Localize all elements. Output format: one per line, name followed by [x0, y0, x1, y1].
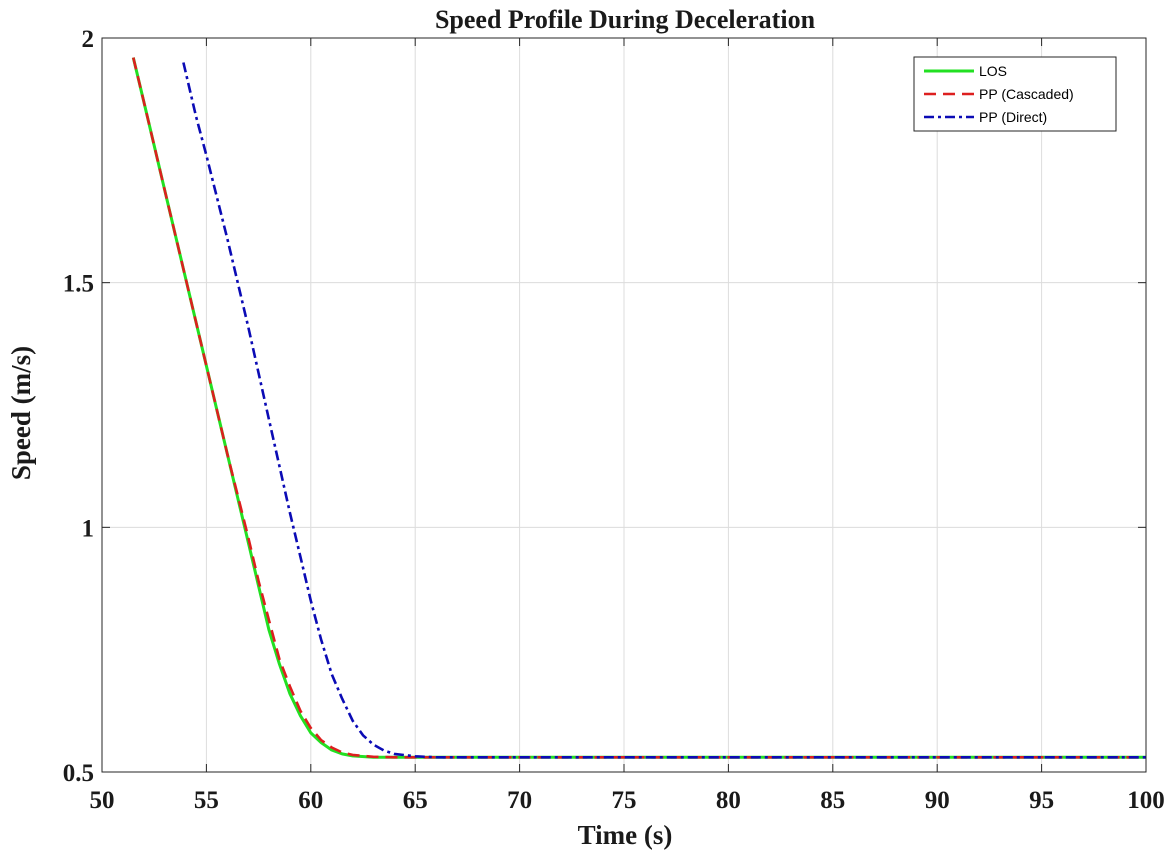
y-tick-label: 2: [82, 26, 95, 53]
series-lines: [131, 57, 1146, 759]
x-axis-label: Time (s): [578, 820, 673, 850]
legend-label: LOS: [979, 63, 1007, 79]
y-tick-label: 1.5: [63, 271, 94, 298]
x-tick-label: 50: [90, 787, 115, 814]
legend-label: PP (Cascaded): [979, 86, 1074, 102]
x-tick-label: 75: [612, 787, 637, 814]
x-tick-label: 90: [925, 787, 950, 814]
legend-label: PP (Direct): [979, 109, 1047, 125]
x-tick-label: 55: [194, 787, 219, 814]
y-tick-label: 0.5: [63, 760, 94, 787]
y-tick-label: 1: [82, 515, 95, 542]
series-line-pp-direct: [182, 62, 1146, 759]
x-tick-label: 65: [403, 787, 428, 814]
x-tick-label: 70: [507, 787, 532, 814]
axis-ticks: 50 55 60 65 70 75 80 85 90 95 100 0.5 1 1.5 2: [63, 26, 1165, 814]
x-tick-label: 85: [820, 787, 845, 814]
series-line-los: [131, 57, 1146, 759]
chart-title: Speed Profile During Deceleration: [435, 5, 816, 34]
legend: LOS PP (Cascaded) PP (Direct): [913, 56, 1117, 132]
x-tick-label: 60: [298, 787, 323, 814]
y-axis-label: Speed (m/s): [6, 346, 36, 480]
x-tick-label: 95: [1029, 787, 1054, 814]
series-line-pp-cascaded: [132, 57, 1146, 759]
x-tick-label: 100: [1127, 787, 1165, 814]
x-tick-label: 80: [716, 787, 741, 814]
grid: [101, 37, 1147, 773]
